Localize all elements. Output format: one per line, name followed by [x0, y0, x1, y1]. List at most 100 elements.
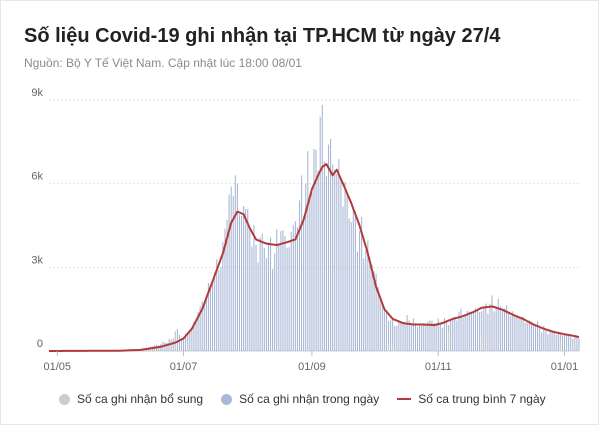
daily-bar	[222, 242, 223, 351]
daily-bar	[516, 317, 517, 351]
daily-bar	[320, 117, 321, 351]
supplementary-bar	[448, 331, 449, 351]
daily-bar	[419, 325, 420, 351]
daily-bar	[353, 209, 354, 351]
daily-bar	[535, 326, 536, 351]
daily-bar	[251, 247, 252, 351]
y-tick-label: 3k	[31, 254, 43, 266]
daily-bar	[355, 211, 356, 351]
daily-bar	[282, 230, 283, 351]
daily-bar	[525, 323, 526, 351]
legend-label-supplementary: Số ca ghi nhận bổ sung	[77, 392, 203, 406]
supplementary-bar	[481, 334, 482, 351]
daily-bar	[262, 234, 263, 351]
daily-bar	[336, 174, 337, 351]
daily-bar	[204, 306, 205, 351]
daily-bar	[363, 258, 364, 351]
daily-bar	[541, 332, 542, 351]
daily-bar	[469, 312, 470, 351]
daily-bar	[552, 331, 553, 351]
daily-bar	[258, 262, 259, 351]
daily-bar	[206, 298, 207, 351]
daily-bar	[489, 304, 490, 351]
legend-label-daily: Số ca ghi nhận trong ngày	[239, 392, 379, 406]
supplementary-bar	[560, 341, 561, 351]
daily-bar	[218, 270, 219, 351]
daily-bar	[520, 318, 521, 351]
legend-swatch-supplementary	[59, 394, 70, 405]
daily-bar	[398, 321, 399, 351]
daily-bar	[440, 323, 441, 351]
daily-bar	[502, 309, 503, 351]
daily-bar	[504, 308, 505, 351]
daily-bar	[307, 151, 308, 351]
daily-bar	[523, 316, 524, 351]
daily-bar	[405, 322, 406, 351]
daily-bar	[338, 159, 339, 351]
daily-bar	[241, 216, 242, 351]
daily-bar	[386, 311, 387, 351]
daily-bar	[359, 231, 360, 351]
daily-bar	[171, 339, 172, 351]
daily-bar	[556, 335, 557, 351]
supplementary-bar	[392, 345, 393, 351]
daily-bar	[380, 298, 381, 351]
daily-bar	[576, 336, 577, 351]
daily-bar	[334, 170, 335, 351]
daily-bar	[287, 248, 288, 351]
daily-bar	[214, 273, 215, 351]
daily-bar	[487, 314, 488, 351]
daily-bar	[264, 248, 265, 351]
daily-bar	[212, 281, 213, 351]
daily-bar	[255, 245, 256, 351]
daily-bar	[423, 323, 424, 351]
daily-bar	[491, 295, 492, 351]
daily-bar	[351, 222, 352, 351]
daily-bar	[479, 312, 480, 351]
daily-bar	[427, 322, 428, 351]
daily-bar	[396, 326, 397, 351]
daily-bar	[229, 195, 230, 351]
daily-bar	[278, 245, 279, 351]
daily-bar	[529, 320, 530, 351]
daily-bar	[578, 338, 579, 351]
x-tick-label: 01/05	[44, 361, 72, 373]
daily-bar	[378, 287, 379, 351]
legend-item-supplementary[interactable]: Số ca ghi nhận bổ sung	[59, 392, 203, 406]
daily-bar	[500, 306, 501, 351]
daily-bar	[177, 329, 178, 351]
daily-bar	[235, 175, 236, 351]
daily-bar	[450, 321, 451, 351]
daily-bar	[477, 309, 478, 351]
daily-bar	[467, 311, 468, 351]
daily-bar	[485, 304, 486, 351]
daily-bar	[189, 332, 190, 351]
legend-item-average[interactable]: Số ca trung bình 7 ngày	[397, 392, 545, 406]
daily-bar	[191, 329, 192, 351]
daily-bar	[475, 308, 476, 351]
legend-label-average: Số ca trung bình 7 ngày	[418, 392, 545, 406]
daily-bar	[564, 335, 565, 351]
daily-bar	[483, 306, 484, 351]
daily-bar	[496, 306, 497, 351]
daily-bar	[434, 323, 435, 351]
daily-bar	[293, 226, 294, 352]
daily-bar	[210, 285, 211, 351]
supplementary-bar	[572, 343, 573, 351]
legend-item-daily[interactable]: Số ca ghi nhận trong ngày	[221, 392, 379, 406]
daily-bar	[545, 330, 546, 351]
daily-bar	[463, 318, 464, 351]
daily-bar	[365, 251, 366, 351]
supplementary-bar	[388, 344, 389, 351]
daily-bar	[570, 336, 571, 351]
daily-bar	[322, 105, 323, 351]
daily-bar	[465, 315, 466, 351]
daily-bar	[231, 186, 232, 351]
daily-bar	[195, 319, 196, 351]
daily-bar	[274, 253, 275, 351]
x-tick-label: 01/01	[551, 361, 579, 373]
daily-bar	[436, 324, 437, 351]
daily-bar	[512, 311, 513, 351]
y-tick-label: 6k	[31, 171, 43, 183]
